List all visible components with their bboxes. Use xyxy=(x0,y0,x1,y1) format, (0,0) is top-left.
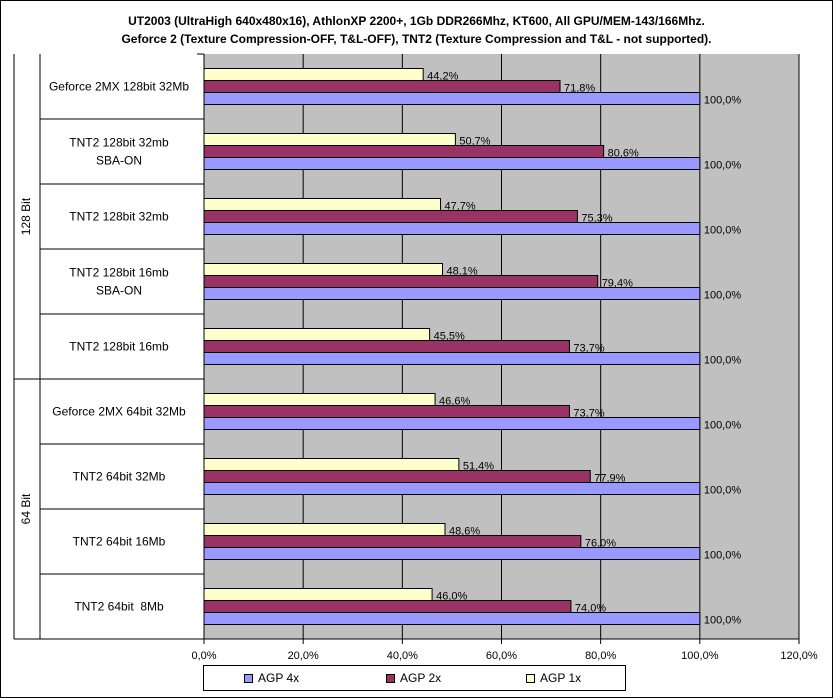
data-label: 46,0% xyxy=(436,591,467,603)
bar xyxy=(203,482,701,495)
data-label: 48,1% xyxy=(446,266,477,278)
category-label: TNT2 128bit 16mb xyxy=(69,340,169,354)
bar xyxy=(203,328,431,341)
category-label: Geforce 2MX 64bit 32Mb xyxy=(52,405,186,419)
group-label: 64 Bit xyxy=(19,493,33,524)
bar xyxy=(203,222,701,235)
x-tick-label: 80,0% xyxy=(585,650,616,662)
data-label: 73,7% xyxy=(573,408,604,420)
bar xyxy=(203,263,443,276)
data-label: 73,7% xyxy=(573,343,604,355)
data-label: 79,4% xyxy=(602,278,633,290)
legend-label-agp4x: AGP 4x xyxy=(258,671,300,685)
legend-swatch-agp1x xyxy=(526,673,535,683)
category-label: TNT2 128bit 16mb xyxy=(69,266,169,280)
x-tick-label: 20,0% xyxy=(288,650,319,662)
x-tick-label: 0,0% xyxy=(191,650,216,662)
x-tick-label: 40,0% xyxy=(387,650,418,662)
category-label: Geforce 2MX 128bit 32Mb xyxy=(49,80,189,94)
legend-swatch-agp4x xyxy=(244,673,253,683)
category-label: TNT2 64bit 8Mb xyxy=(74,600,164,614)
x-tick-label: 60,0% xyxy=(486,650,517,662)
category-label: TNT2 128bit 32mb xyxy=(69,136,169,150)
bar xyxy=(203,470,591,483)
legend-item-agp4x: AGP 4x xyxy=(244,666,299,690)
category-label: SBA-ON xyxy=(96,284,142,298)
data-label: 51,4% xyxy=(463,461,494,473)
data-label: 47,7% xyxy=(445,201,476,213)
bar xyxy=(203,612,701,625)
bar xyxy=(203,535,582,548)
bar xyxy=(203,458,460,471)
chart-title-line-2: Geforce 2 (Texture Compression-OFF, T&L-… xyxy=(121,32,712,46)
bar xyxy=(203,210,578,223)
chart-legend: AGP 4x AGP 2x AGP 1x xyxy=(203,665,626,691)
data-label: 48,6% xyxy=(449,526,480,538)
data-label: 75,3% xyxy=(581,213,612,225)
bar xyxy=(203,588,433,601)
legend-label-agp2x: AGP 2x xyxy=(400,671,442,685)
data-label: 100,0% xyxy=(704,160,742,172)
data-label: 77,9% xyxy=(594,473,625,485)
bar xyxy=(203,405,570,418)
bar xyxy=(203,198,442,211)
data-label: 50,7% xyxy=(459,136,490,148)
data-label: 71,8% xyxy=(564,83,595,95)
data-label: 100,0% xyxy=(704,615,742,627)
chart-title-line-1: UT2003 (UltraHigh 640x480x16), AthlonXP … xyxy=(128,14,705,28)
data-label: 100,0% xyxy=(704,290,742,302)
bar xyxy=(203,352,701,365)
category-label: TNT2 64bit 16Mb xyxy=(73,535,166,549)
bar xyxy=(203,417,701,430)
data-label: 100,0% xyxy=(704,550,742,562)
bar xyxy=(203,547,701,560)
data-label: 100,0% xyxy=(704,95,742,107)
bar xyxy=(203,523,446,536)
category-label: SBA-ON xyxy=(96,154,142,168)
data-label: 44,2% xyxy=(427,71,458,83)
bar xyxy=(203,393,436,406)
category-label: TNT2 128bit 32mb xyxy=(69,210,169,224)
bar xyxy=(203,145,605,158)
data-label: 100,0% xyxy=(704,225,742,237)
data-label: 100,0% xyxy=(704,355,742,367)
legend-swatch-agp2x xyxy=(386,673,395,683)
bar xyxy=(203,287,701,300)
category-label: TNT2 64bit 32Mb xyxy=(73,470,166,484)
bar xyxy=(203,133,456,146)
x-tick-label: 120,0% xyxy=(780,650,818,662)
data-label: 46,6% xyxy=(439,396,470,408)
bar xyxy=(203,275,599,288)
bar xyxy=(203,68,424,81)
legend-item-agp1x: AGP 1x xyxy=(526,666,581,690)
data-label: 76,0% xyxy=(585,538,616,550)
bar xyxy=(203,80,561,93)
legend-item-agp2x: AGP 2x xyxy=(386,666,441,690)
legend-label-agp1x: AGP 1x xyxy=(540,671,582,685)
bar xyxy=(203,92,701,105)
data-label: 45,5% xyxy=(434,331,465,343)
x-tick-label: 100,0% xyxy=(681,650,719,662)
data-label: 80,6% xyxy=(608,148,639,160)
data-label: 74,0% xyxy=(575,603,606,615)
data-label: 100,0% xyxy=(704,485,742,497)
bar xyxy=(203,157,701,170)
bar xyxy=(203,340,570,353)
bar xyxy=(203,600,572,613)
data-label: 100,0% xyxy=(704,420,742,432)
group-label: 128 Bit xyxy=(19,197,33,235)
